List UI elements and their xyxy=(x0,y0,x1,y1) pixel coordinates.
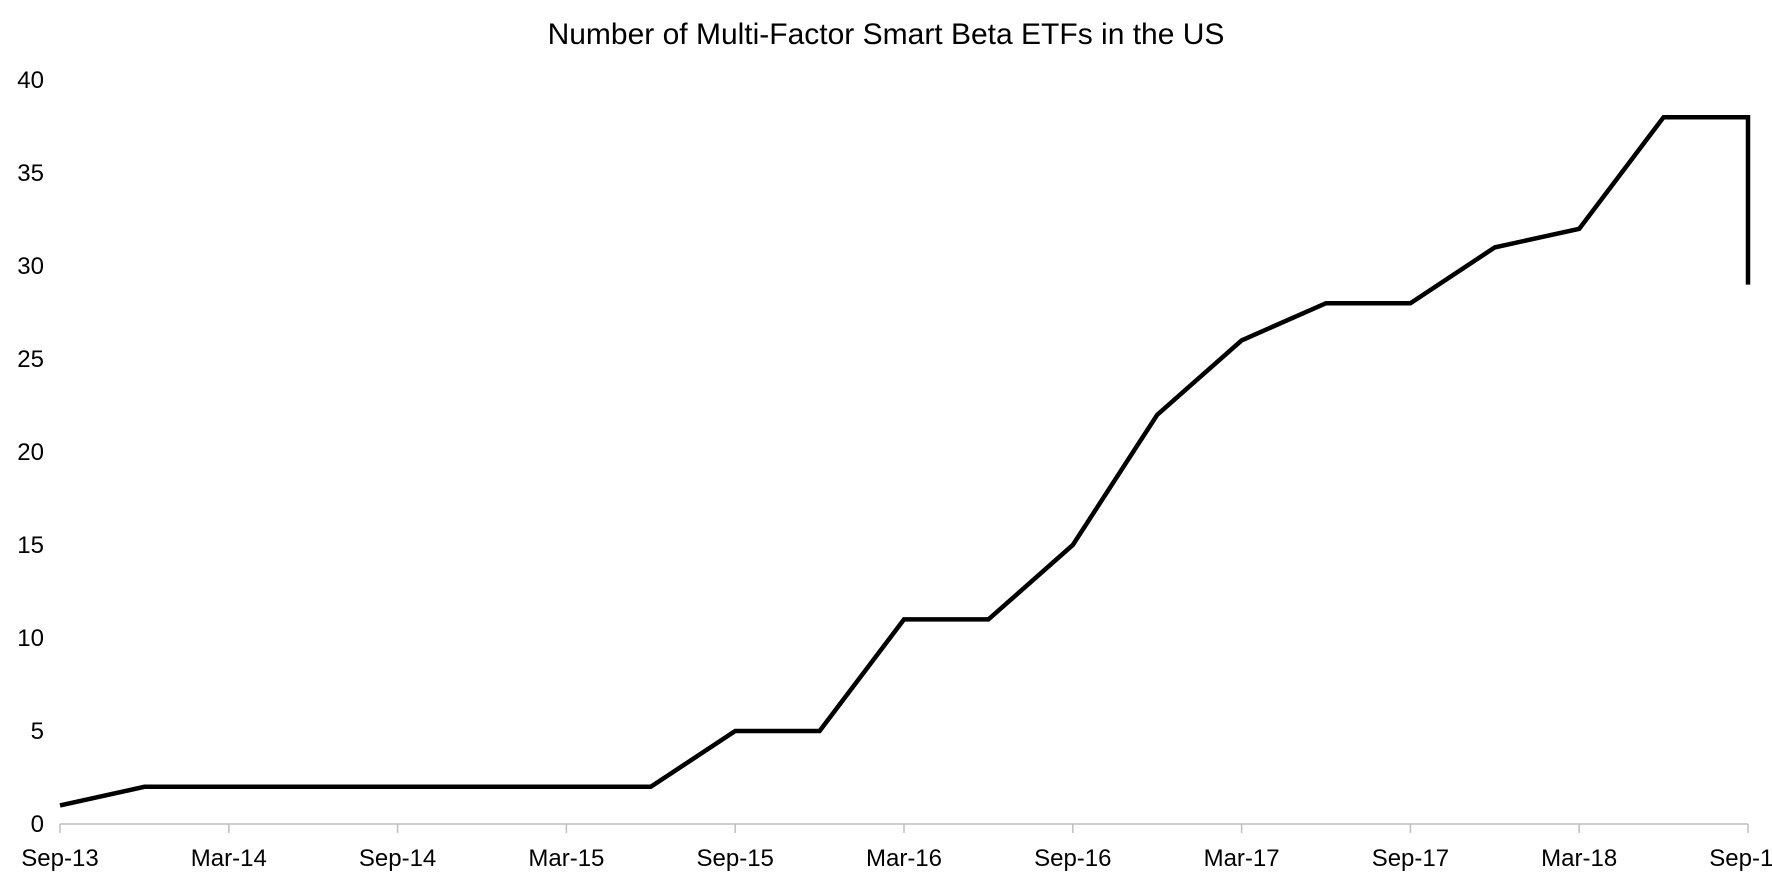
y-tick-label: 40 xyxy=(17,67,44,94)
x-tick-label: Mar-15 xyxy=(528,845,604,872)
x-axis xyxy=(59,823,1749,833)
y-tick-label: 15 xyxy=(17,532,44,559)
x-tick-label: Mar-14 xyxy=(191,845,267,872)
chart-title: Number of Multi-Factor Smart Beta ETFs i… xyxy=(548,18,1225,51)
x-tick-label: Sep-18 xyxy=(1709,845,1772,872)
y-tick-label: 20 xyxy=(17,439,44,466)
x-tick-label: Sep-15 xyxy=(697,845,774,872)
x-tick-label: Mar-16 xyxy=(866,845,942,872)
x-tick-label: Sep-16 xyxy=(1034,845,1111,872)
y-tick-label: 10 xyxy=(17,625,44,652)
y-axis-tick-labels: 0 5 10 15 20 25 30 35 40 xyxy=(17,67,44,838)
x-tick-label: Sep-13 xyxy=(21,845,98,872)
y-tick-label: 25 xyxy=(17,346,44,373)
y-tick-label: 30 xyxy=(17,253,44,280)
x-tick-label: Mar-17 xyxy=(1204,845,1280,872)
y-tick-label: 0 xyxy=(31,811,44,838)
series-line-group xyxy=(59,114,1751,808)
x-axis-tick-labels: Sep-13 Mar-14 Sep-14 Mar-15 Sep-15 Mar-16 Sep-… xyxy=(21,845,1772,872)
series-line xyxy=(59,114,1751,808)
x-tick-label: Sep-17 xyxy=(1372,845,1449,872)
y-tick-label: 35 xyxy=(17,160,44,187)
x-tick-label: Sep-14 xyxy=(359,845,436,872)
y-tick-label: 5 xyxy=(31,718,44,745)
x-tick-label: Mar-18 xyxy=(1541,845,1617,872)
